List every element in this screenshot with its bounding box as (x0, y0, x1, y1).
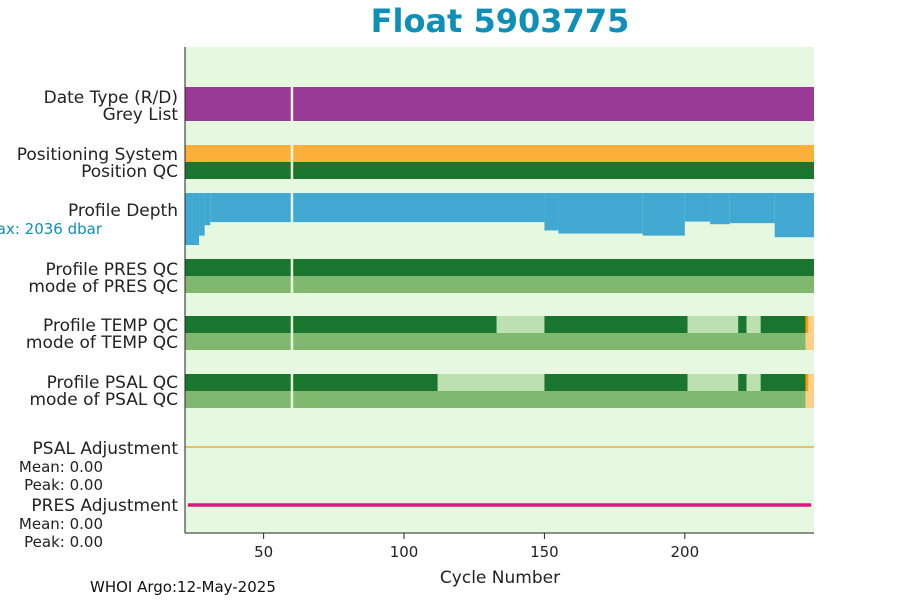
bar-profile-temp-qc (185, 316, 497, 333)
bar-profile-temp-qc (805, 316, 809, 333)
bar-profile-depth (210, 193, 545, 223)
bar-date-type (185, 87, 814, 121)
bar-profile-depth (199, 193, 205, 236)
label-grey-list: Grey List (103, 105, 179, 125)
bar-profile-depth (204, 193, 211, 226)
label-mode-psal-qc: mode of PSAL QC (29, 390, 178, 410)
label-psal-adjustment: PSAL Adjustment (33, 439, 179, 459)
label-profile-temp-qc: Profile TEMP QC (43, 316, 178, 336)
bar-positioning-system (185, 145, 814, 162)
bar-profile-temp-qc (746, 316, 761, 333)
bar-profile-psal-qc (544, 374, 688, 391)
bar-profile-depth (684, 193, 711, 222)
bar-profile-psal-qc (760, 374, 806, 391)
bar-profile-psal-qc (687, 374, 739, 391)
label-profile-depth: Profile Depth (68, 201, 178, 221)
label-positioning-system: Positioning System (17, 145, 178, 165)
x-tick-label: 200 (671, 543, 700, 561)
bar-profile-depth (642, 193, 685, 236)
bar-profile-depth (544, 193, 559, 231)
label-psal-peak: Peak: 0.00 (24, 476, 103, 494)
bar-profile-temp-qc (687, 316, 739, 333)
bar-profile-pres-qc (185, 259, 814, 276)
x-axis-label: Cycle Number (440, 568, 560, 588)
label-max-depth: Max: 2036 dbar (0, 220, 103, 238)
label-pres-adjustment: PRES Adjustment (31, 496, 178, 516)
x-tick-label: 50 (254, 543, 273, 561)
bar-profile-psal-qc (746, 374, 761, 391)
bar-profile-psal-qc (738, 374, 747, 391)
bar-profile-temp-qc (760, 316, 806, 333)
x-tick-label: 150 (530, 543, 559, 561)
footer-credit: WHOI Argo:12-May-2025 (90, 578, 276, 596)
label-date-type: Date Type (R/D) (44, 88, 178, 108)
bar-profile-temp-qc (738, 316, 747, 333)
label-pres-peak: Peak: 0.00 (24, 533, 103, 551)
bar-profile-psal-qc (808, 374, 814, 391)
bar-profile-psal-qc (185, 374, 438, 391)
label-profile-psal-qc: Profile PSAL QC (47, 373, 178, 393)
bar-profile-depth (185, 193, 200, 245)
missing-cycle-gap (290, 60, 294, 420)
bar-profile-depth (774, 193, 814, 238)
label-psal-mean: Mean: 0.00 (19, 458, 103, 476)
label-position-qc: Position QC (81, 162, 178, 182)
chart-title: Float 5903775 (370, 2, 630, 40)
bar-profile-depth (710, 193, 730, 225)
label-mode-pres-qc: mode of PRES QC (28, 277, 178, 297)
bar-profile-temp-qc (808, 316, 814, 333)
bar-profile-temp-qc (496, 316, 545, 333)
x-tick-label: 100 (390, 543, 419, 561)
bar-mode-psal-qc (805, 391, 814, 408)
label-mode-temp-qc: mode of TEMP QC (26, 333, 178, 353)
bar-profile-depth (558, 193, 643, 234)
bar-profile-depth (729, 193, 775, 224)
bar-mode-temp-qc (805, 333, 814, 350)
bar-mode-temp-qc (185, 333, 806, 350)
label-profile-pres-qc: Profile PRES QC (45, 260, 178, 280)
bar-profile-psal-qc (437, 374, 545, 391)
bar-profile-temp-qc (544, 316, 688, 333)
bar-mode-psal-qc (185, 391, 806, 408)
bar-mode-pres-qc (185, 276, 814, 293)
label-pres-mean: Mean: 0.00 (19, 515, 103, 533)
bar-position-qc (185, 162, 814, 179)
bar-profile-psal-qc (805, 374, 809, 391)
